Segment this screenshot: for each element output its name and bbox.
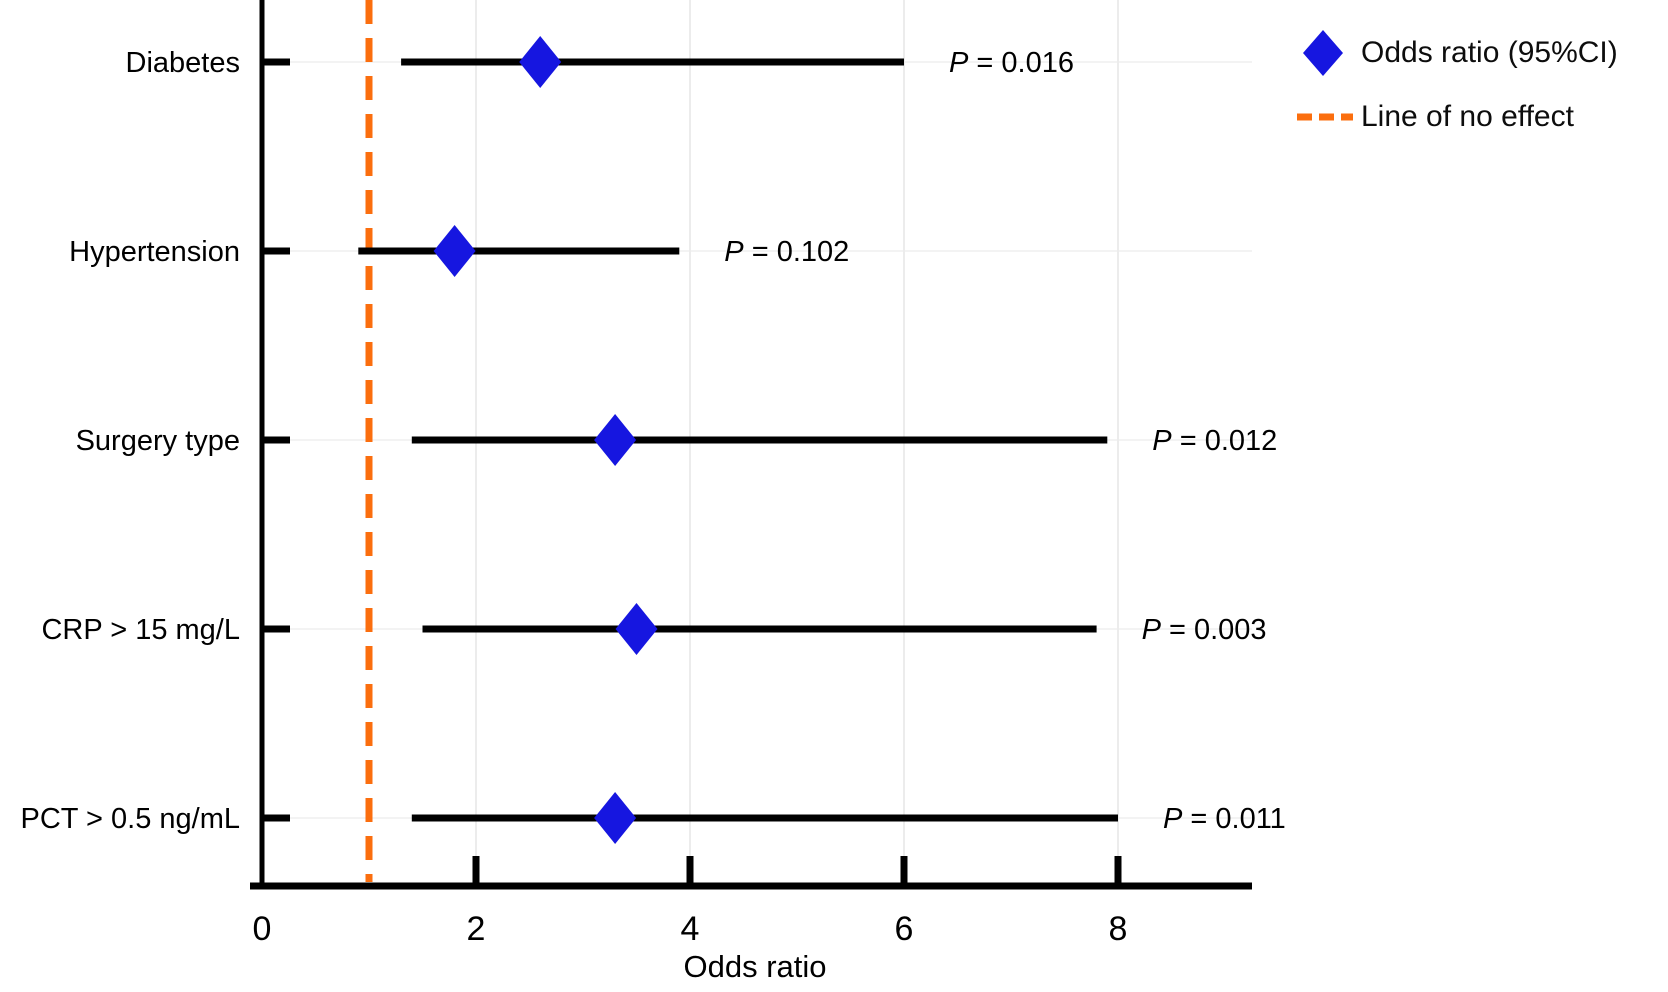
x-axis-title: Odds ratio (683, 949, 826, 984)
category-label: Diabetes (126, 47, 240, 79)
p-value-label: P = 0.016 (949, 47, 1074, 79)
or-diamond (519, 36, 562, 88)
or-diamond (594, 792, 637, 844)
x-tick-label: 8 (1109, 910, 1128, 948)
odds-ratio-diamond-icon (1303, 30, 1343, 76)
category-label: Surgery type (76, 425, 240, 457)
category-label: PCT > 0.5 ng/mL (21, 803, 241, 835)
p-value-label: P = 0.012 (1152, 425, 1277, 457)
category-label: Hypertension (69, 236, 240, 268)
legend-item-no-effect: Line of no effect (1285, 92, 1618, 142)
or-diamond (615, 603, 658, 655)
chart-legend: Odds ratio (95%CI) Line of no effect (1285, 28, 1618, 142)
p-value-label: P = 0.011 (1163, 803, 1286, 835)
p-value-label: P = 0.102 (724, 236, 849, 268)
dashed-line-icon (1297, 113, 1353, 121)
x-tick-label: 0 (253, 910, 272, 948)
legend-item-odds-ratio: Odds ratio (95%CI) (1285, 28, 1618, 78)
category-label: CRP > 15 mg/L (41, 614, 240, 646)
x-tick-label: 2 (467, 910, 486, 948)
or-diamond (433, 225, 476, 277)
legend-label-odds-ratio: Odds ratio (95%CI) (1361, 36, 1618, 69)
legend-label-no-effect: Line of no effect (1361, 100, 1574, 133)
p-value-label: P = 0.003 (1142, 614, 1267, 646)
x-tick-label: 6 (895, 910, 914, 948)
or-diamond (594, 414, 637, 466)
x-tick-label: 4 (681, 910, 700, 948)
